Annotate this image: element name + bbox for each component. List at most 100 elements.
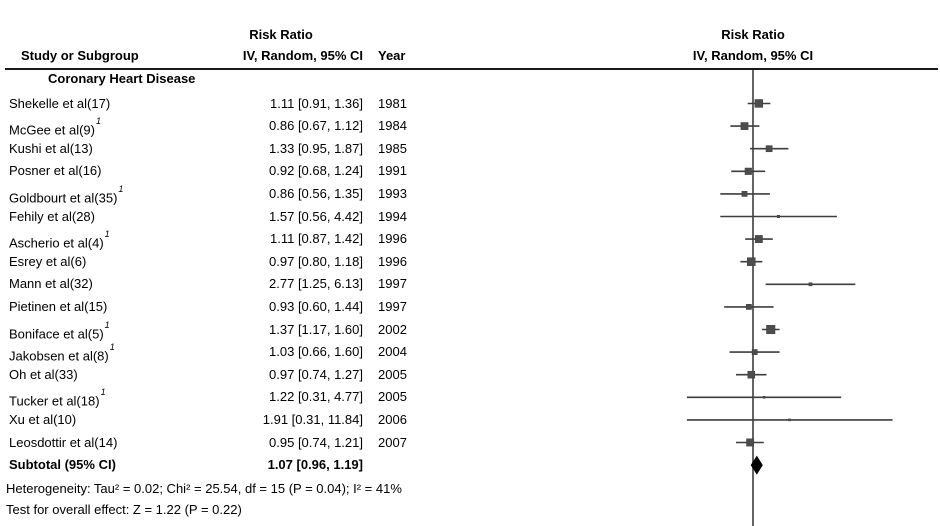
estimate-value: 1.57 [0.56, 4.42] [269,208,363,224]
study-row: Jakobsen et al(8)1 1.03 [0.66, 1.60] 2004 [0,342,470,363]
study-name: Esrey et al(6) [9,253,87,269]
right-effect-header-line1: Risk Ratio [721,27,785,42]
study-name: Shekelle et al(17) [9,95,111,111]
study-row: Shekelle et al(17) 1.11 [0.91, 1.36] 1981 [0,95,470,113]
year-value: 1997 [378,298,407,314]
point-estimate-marker [765,145,773,153]
study-row: Tucker et al(18)1 1.22 [0.31, 4.77] 2005 [0,387,470,408]
estimate-value: 0.93 [0.60, 1.44] [269,298,363,314]
point-estimate-marker [788,418,791,422]
year-value: 2004 [378,344,407,360]
study-name: Goldbourt et al(35)1 [9,183,124,206]
subtotal-label: Subtotal (95% CI) [9,457,116,473]
point-estimate-marker [766,325,776,335]
study-row: Kushi et al(13) 1.33 [0.95, 1.87] 1985 [0,140,470,158]
study-name: Mann et al(32) [9,276,93,292]
estimate-value: 1.07 [0.96, 1.19] [267,457,363,473]
year-value: 1996 [378,231,407,247]
study-name: Leosdottir et al(14) [9,434,118,450]
footnote-marker: 1 [109,342,115,353]
estimate-value: 1.11 [0.91, 1.36] [270,95,363,111]
year-value: 1994 [378,208,407,224]
year-value: 1993 [378,185,407,201]
study-row: Xu et al(10) 1.91 [0.31, 11.84] 2006 [0,411,470,429]
estimate-value: 1.11 [0.87, 1.42] [270,231,363,247]
estimate-value: 1.33 [0.95, 1.87] [269,140,363,156]
year-value: 2006 [378,411,407,427]
study-name: Jakobsen et al(8)1 [9,342,115,364]
estimate-value: 1.37 [1.17, 1.60] [269,321,363,337]
footnote-marker: 1 [100,387,106,398]
estimate-value: 1.22 [0.31, 4.77] [269,389,363,405]
estimate-value: 0.86 [0.67, 1.12] [269,118,363,134]
study-row: Pietinen et al(15) 0.93 [0.60, 1.44] 1997 [0,298,470,316]
year-value: 1996 [378,253,407,269]
study-row: Ascherio et al(4)1 1.11 [0.87, 1.42] 1996 [0,229,470,250]
study-row: Mann et al(32) 2.77 [1.25, 6.13] 1997 [0,275,470,293]
estimate-value: 0.95 [0.74, 1.21] [269,434,363,450]
footnote-marker: 1 [104,319,110,330]
study-row: McGee et al(9)1 0.86 [0.67, 1.12] 1984 [0,116,470,137]
estimate-value: 1.03 [0.66, 1.60] [269,344,363,360]
point-estimate-marker [754,99,764,108]
study-name: Tucker et al(18)1 [9,387,106,409]
estimate-value: 0.97 [0.80, 1.18] [269,253,363,269]
header-rule [5,68,938,70]
study-row: Oh et al(33) 0.97 [0.74, 1.27] 2005 [0,366,470,384]
study-column-header: Study or Subgroup [21,48,139,63]
study-row: Posner et al(16) 0.92 [0.68, 1.24] 1991 [0,162,470,180]
point-estimate-marker [746,438,755,447]
study-name: Xu et al(10) [9,411,77,427]
point-estimate-marker [762,396,766,399]
footnote-marker: 1 [95,116,101,127]
estimate-value: 0.97 [0.74, 1.27] [269,366,363,382]
study-name: Boniface et al(5)1 [9,319,110,341]
study-name: Oh et al(33) [9,366,78,382]
year-value: 2005 [378,389,407,405]
study-row: Esrey et al(6) 0.97 [0.80, 1.18] 1996 [0,253,470,271]
year-value: 1984 [378,118,407,134]
study-row: Leosdottir et al(14) 0.95 [0.74, 1.21] 200… [0,434,470,452]
subtotal-row: Subtotal (95% CI) 1.07 [0.96, 1.19] [0,456,470,474]
point-estimate-marker [808,282,813,287]
heterogeneity-text: Heterogeneity: Tau² = 0.02; Chi² = 25.54… [6,481,402,496]
estimate-value: 1.91 [0.31, 11.84] [262,411,363,427]
study-name: Kushi et al(13) [9,140,93,156]
point-estimate-marker [741,191,748,197]
study-name: Fehily et al(28) [9,208,95,224]
subgroup-title: Coronary Heart Disease [48,71,196,86]
right-effect-header-line2: IV, Random, 95% CI [692,48,814,63]
estimate-value: 0.86 [0.56, 1.35] [269,185,363,201]
estimate-value: 2.77 [1.25, 6.13] [269,276,363,292]
overall-effect-text: Test for overall effect: Z = 1.22 (P = 0… [6,502,242,517]
point-estimate-marker [740,122,749,130]
study-row: Boniface et al(5)1 1.37 [1.17, 1.60] 2002 [0,320,470,341]
subtotal-diamond [750,455,763,475]
study-name: McGee et al(9)1 [9,116,101,138]
footnote-marker: 1 [104,229,110,240]
study-row: Goldbourt et al(35)1 0.86 [0.56, 1.35] 199… [0,184,470,205]
study-name: Ascherio et al(4)1 [9,229,110,251]
year-value: 2007 [378,434,407,450]
study-row: Fehily et al(28) 1.57 [0.56, 4.42] 1994 [0,208,470,226]
year-value: 2005 [378,366,407,382]
study-name: Posner et al(16) [9,163,102,179]
point-estimate-marker [747,370,756,379]
year-value: 1985 [378,140,407,156]
point-estimate-marker [746,304,752,310]
year-value: 1991 [378,163,407,179]
point-estimate-marker [754,235,763,243]
point-estimate-marker [776,214,780,218]
point-estimate-marker [751,349,758,355]
year-column-header: Year [378,48,406,63]
year-value: 1981 [378,95,407,111]
estimate-value: 0.92 [0.68, 1.24] [269,163,363,179]
point-estimate-marker [744,167,752,175]
point-estimate-marker [747,257,756,266]
study-name: Pietinen et al(15) [9,298,108,314]
left-effect-header-line2: IV, Random, 95% CI [242,48,363,63]
year-value: 1997 [378,276,407,292]
left-effect-header-line1: Risk Ratio [249,27,313,42]
